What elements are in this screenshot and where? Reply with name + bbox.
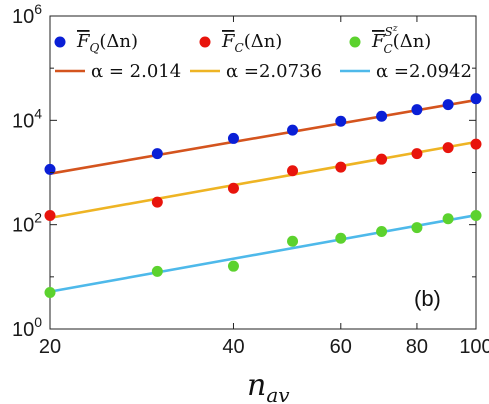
legend: FQ(Δn) FC(Δn) FSz C(Δn) α = 2.014 α =2.0736 α … <box>54 24 472 82</box>
y-tick-label: 104 <box>12 105 42 132</box>
fit-line-2 <box>49 140 477 220</box>
svg-text:nav: nav <box>247 368 290 404</box>
x-tick-label: 20 <box>39 336 61 358</box>
fit-lines <box>49 98 477 293</box>
series-2-point <box>44 209 56 221</box>
legend-label-1: FQ(Δn) <box>76 31 138 55</box>
series-2-point <box>335 161 347 173</box>
series-1-point <box>227 132 239 144</box>
x-axis-label-main: n <box>247 368 266 403</box>
series-3-point <box>287 235 299 247</box>
series-2-point <box>151 196 163 208</box>
y-tick-label: 102 <box>12 210 42 237</box>
panel-label: (b) <box>414 286 441 311</box>
series-1-point <box>151 148 163 160</box>
series-3-point <box>335 232 347 244</box>
series-3-point <box>44 287 56 299</box>
legend-fit-label-2: α =2.0736 <box>226 61 322 82</box>
y-tick-label: 106 <box>12 1 42 28</box>
x-tick-label: 100 <box>459 336 489 358</box>
series-3-point <box>470 209 482 221</box>
series-1-point <box>470 93 482 105</box>
x-axis-label: nav <box>247 368 290 404</box>
legend-label-3: FSz C(Δn) <box>371 24 431 56</box>
series-1-point <box>442 99 454 111</box>
series-2-point <box>411 148 423 160</box>
x-tick-label: 60 <box>330 336 352 358</box>
series-2-point <box>287 165 299 177</box>
series-3-point <box>376 225 388 237</box>
fit-line-1 <box>49 98 477 175</box>
series-3-point <box>227 260 239 272</box>
series-1-point <box>287 124 299 136</box>
x-axis-label-sub: av <box>266 383 290 404</box>
series-2-point <box>470 138 482 150</box>
legend-fit-label-1: α = 2.014 <box>91 61 181 82</box>
series-1-point <box>411 104 423 116</box>
series-1-point <box>376 110 388 122</box>
x-tick-label: 40 <box>222 336 244 358</box>
data-points <box>44 93 482 299</box>
series-2-point <box>376 153 388 165</box>
legend-marker-2 <box>199 36 211 48</box>
series-3-point <box>411 222 423 234</box>
series-1-point <box>335 115 347 127</box>
series-2-point <box>227 182 239 194</box>
series-3-point <box>442 213 454 225</box>
series-2-point <box>442 142 454 154</box>
legend-marker-1 <box>54 36 66 48</box>
series-3-point <box>151 265 163 277</box>
legend-marker-3 <box>349 36 361 48</box>
legend-fit-label-3: α =2.0942 <box>376 61 472 82</box>
legend-label-2: FC(Δn) <box>221 31 282 55</box>
axis-ticks: 20 40 60 80 100 100 102 104 106 <box>12 1 489 358</box>
series-1-point <box>44 163 56 175</box>
x-tick-label: 80 <box>406 336 428 358</box>
fit-line-3 <box>49 213 477 293</box>
y-tick-label: 100 <box>12 314 42 341</box>
